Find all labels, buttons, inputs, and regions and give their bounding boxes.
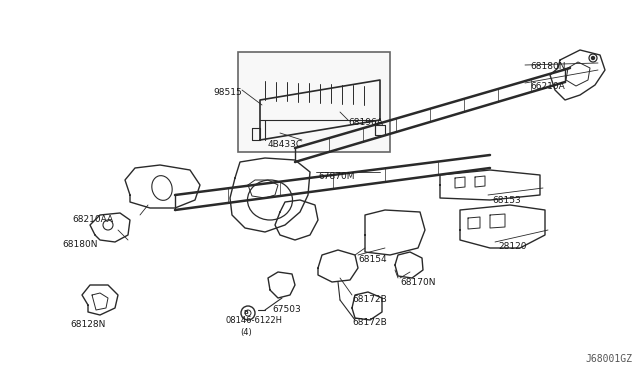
Text: 98515: 98515	[213, 88, 242, 97]
Polygon shape	[260, 80, 380, 140]
Text: 67503: 67503	[272, 305, 301, 314]
Text: 28120: 28120	[498, 242, 527, 251]
Text: 68210AA: 68210AA	[72, 215, 113, 224]
Text: B: B	[244, 311, 248, 315]
Text: 67870M: 67870M	[318, 172, 355, 181]
Text: 68154: 68154	[358, 255, 387, 264]
Text: 68153: 68153	[492, 196, 521, 205]
Text: 68128N: 68128N	[70, 320, 106, 329]
Circle shape	[591, 57, 595, 60]
Text: 08146-6122H: 08146-6122H	[226, 316, 283, 325]
Text: J68001GZ: J68001GZ	[585, 354, 632, 364]
Text: 68170N: 68170N	[400, 278, 435, 287]
Text: 68180N: 68180N	[62, 240, 97, 249]
Text: 68172B: 68172B	[352, 295, 387, 304]
Bar	[238, 52, 390, 152]
Text: 68180N: 68180N	[530, 62, 566, 71]
Text: 68196A: 68196A	[348, 118, 383, 127]
Text: 68172B: 68172B	[352, 318, 387, 327]
Text: 66210A: 66210A	[530, 82, 564, 91]
Text: 4B433C: 4B433C	[268, 140, 303, 149]
Text: (4): (4)	[240, 328, 252, 337]
